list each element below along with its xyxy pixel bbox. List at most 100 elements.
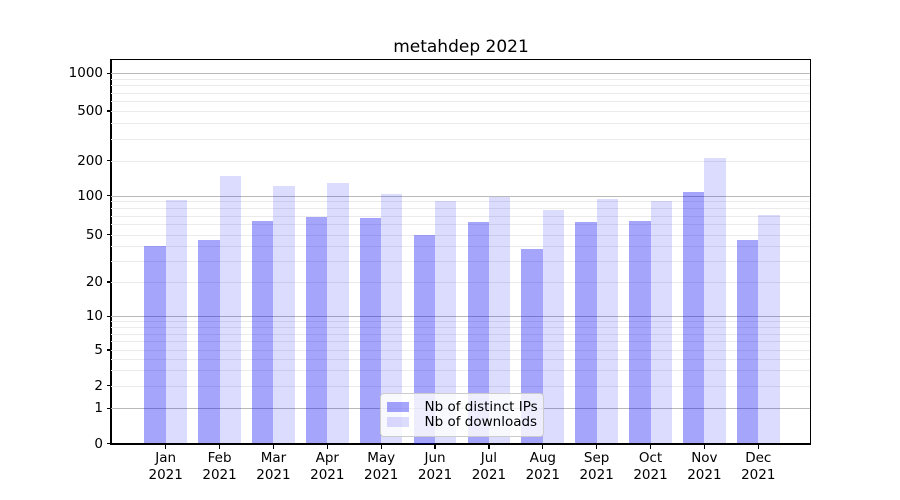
bar-downloads [327, 183, 349, 444]
x-tick-label: Feb 2021 [202, 450, 237, 483]
y-tick-label: 1 [94, 400, 103, 417]
y-gridline-minor [111, 123, 810, 125]
y-tick [106, 233, 111, 236]
y-gridline-minor [111, 260, 810, 262]
x-tick-label: Oct 2021 [633, 450, 668, 483]
y-gridline-minor [111, 282, 810, 283]
bar-downloads [381, 194, 403, 444]
y-gridline-minor [111, 215, 810, 217]
y-gridline-minor [111, 350, 810, 351]
x-tick-label: Apr 2021 [310, 450, 345, 483]
x-tick-label: Aug 2021 [525, 450, 560, 483]
y-tick [106, 407, 111, 409]
y-tick [106, 385, 111, 387]
y-gridline-minor [111, 321, 810, 323]
y-gridline-minor [111, 246, 810, 248]
y-tick-label: 10 [85, 308, 103, 325]
bar-distinct-ips [413, 234, 436, 444]
y-gridline-major [111, 316, 810, 318]
bar-downloads [488, 197, 511, 444]
y-gridline-minor [111, 385, 810, 387]
bar-distinct-ips [198, 239, 220, 444]
y-tick [106, 442, 111, 445]
y-tick [106, 281, 111, 283]
y-gridline-minor [111, 358, 810, 360]
plot-left-spine [110, 58, 112, 445]
bar-distinct-ips [306, 217, 328, 444]
bar-downloads [758, 214, 780, 444]
y-gridline-minor [111, 79, 810, 81]
y-gridline-minor [111, 341, 810, 343]
x-tick-label: Jul 2021 [471, 450, 507, 483]
bar-downloads [650, 200, 672, 444]
bar-distinct-ips [575, 222, 597, 444]
y-gridline-minor [111, 160, 810, 162]
bar-downloads [542, 210, 565, 444]
bar-distinct-ips [736, 239, 759, 444]
y-tick-label: 0 [94, 435, 103, 452]
bar-distinct-ips [683, 192, 705, 444]
x-tick [542, 444, 544, 449]
x-tick [326, 444, 328, 449]
y-tick [106, 72, 111, 74]
y-tick [106, 194, 111, 197]
legend-swatch-distinct-ips [387, 401, 409, 413]
x-tick-label: Dec 2021 [741, 450, 776, 483]
y-tick-label: 2 [94, 377, 103, 394]
plot-bottom-spine [110, 443, 812, 445]
chart-title: metahdep 2021 [393, 37, 529, 57]
x-tick-label: Mar 2021 [256, 450, 291, 483]
plot-right-spine [809, 58, 812, 445]
x-tick [165, 444, 167, 449]
x-tick-label: May 2021 [363, 450, 399, 483]
y-gridline-major [111, 73, 810, 75]
legend-label-downloads: Nb of downloads [424, 413, 538, 430]
y-tick [106, 159, 111, 162]
y-gridline-minor [111, 208, 810, 210]
y-gridline-minor [111, 201, 810, 203]
y-gridline-minor [111, 327, 810, 329]
legend-swatch-downloads [387, 416, 409, 428]
legend: Nb of distinct IPs Nb of downloads [380, 392, 544, 437]
y-tick-label: 50 [85, 226, 103, 243]
y-gridline-minor [111, 333, 810, 335]
x-tick [218, 444, 221, 449]
bar-distinct-ips [359, 218, 382, 444]
y-gridline-minor [111, 234, 810, 236]
y-tick [106, 315, 111, 317]
legend-entry-downloads: Nb of downloads [387, 413, 538, 430]
y-gridline-minor [111, 85, 810, 87]
x-tick-label: Nov 2021 [687, 450, 722, 483]
y-tick [106, 349, 111, 351]
x-tick-label: Jun 2021 [417, 450, 453, 483]
bar-downloads [219, 176, 241, 444]
x-tick [380, 444, 382, 449]
bar-downloads [596, 198, 618, 444]
bar-downloads [704, 157, 726, 444]
y-tick [106, 110, 111, 112]
y-gridline-minor [111, 369, 810, 371]
bar-distinct-ips [252, 220, 274, 444]
x-tick [434, 444, 436, 449]
y-tick-label: 20 [85, 274, 103, 290]
y-tick-label: 200 [77, 152, 103, 169]
x-tick [272, 444, 275, 449]
bar-distinct-ips [629, 220, 651, 444]
y-gridline-minor [111, 224, 810, 226]
bar-distinct-ips [144, 246, 166, 444]
y-tick-label: 1000 [68, 65, 103, 82]
y-tick-label: 5 [94, 342, 103, 358]
y-gridline-minor [111, 101, 810, 103]
legend-label-distinct-ips: Nb of distinct IPs [424, 398, 538, 415]
bar-downloads [273, 186, 295, 444]
x-tick [703, 444, 706, 449]
x-tick-label: Sep 2021 [579, 450, 614, 483]
y-tick-label: 100 [77, 187, 103, 204]
legend-entry-distinct-ips: Nb of distinct IPs [387, 398, 538, 415]
y-gridline-minor [111, 111, 810, 112]
y-gridline-major [111, 195, 810, 197]
x-tick [649, 444, 652, 449]
y-gridline-minor [111, 92, 810, 94]
x-tick [488, 444, 490, 449]
